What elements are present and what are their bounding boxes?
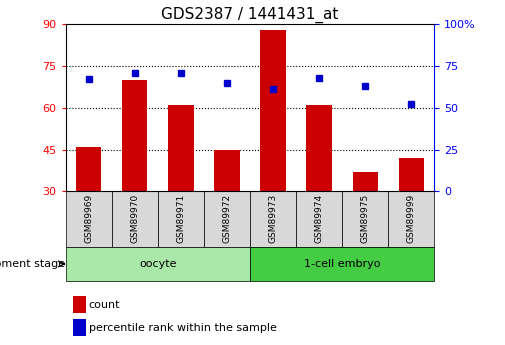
- Bar: [76, 147, 102, 191]
- Bar: [73, 319, 86, 336]
- Text: GSM89973: GSM89973: [269, 194, 278, 244]
- Bar: [352, 172, 378, 191]
- Bar: [73, 296, 86, 313]
- Bar: [66, 247, 250, 281]
- Bar: [168, 105, 193, 191]
- Text: 1-cell embryo: 1-cell embryo: [304, 259, 380, 269]
- Bar: [296, 191, 342, 247]
- Bar: [388, 191, 434, 247]
- Text: development stage: development stage: [0, 259, 65, 269]
- Text: GSM89969: GSM89969: [84, 194, 93, 244]
- Title: GDS2387 / 1441431_at: GDS2387 / 1441431_at: [161, 7, 339, 23]
- Text: GSM89972: GSM89972: [222, 194, 231, 243]
- Text: oocyte: oocyte: [139, 259, 177, 269]
- Bar: [261, 30, 286, 191]
- Bar: [122, 80, 147, 191]
- Bar: [307, 105, 332, 191]
- Bar: [112, 191, 158, 247]
- Text: count: count: [88, 300, 120, 310]
- Text: GSM89975: GSM89975: [361, 194, 370, 244]
- Bar: [204, 191, 250, 247]
- Text: GSM89970: GSM89970: [130, 194, 139, 244]
- Text: GSM89971: GSM89971: [176, 194, 185, 244]
- Text: GSM89999: GSM89999: [407, 194, 416, 244]
- Bar: [214, 150, 239, 191]
- Bar: [66, 191, 112, 247]
- Bar: [250, 247, 434, 281]
- Bar: [158, 191, 204, 247]
- Bar: [398, 158, 424, 191]
- Text: percentile rank within the sample: percentile rank within the sample: [88, 323, 276, 333]
- Bar: [250, 191, 296, 247]
- Bar: [342, 191, 388, 247]
- Text: GSM89974: GSM89974: [315, 194, 324, 243]
